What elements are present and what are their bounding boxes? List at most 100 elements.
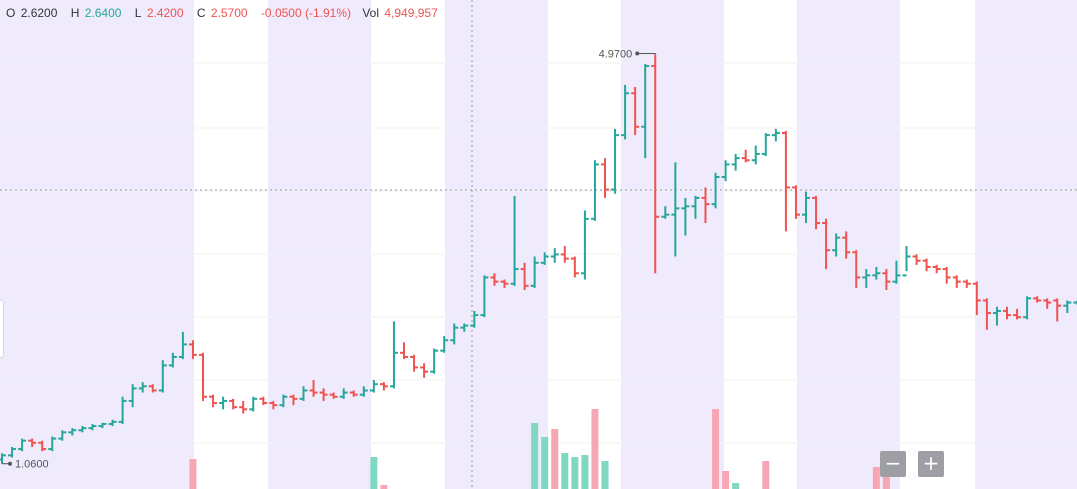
ohlc-bar: [299, 386, 308, 401]
ohlc-bar: [761, 133, 770, 157]
ohlc-bar: [751, 145, 760, 165]
ohlc-bar: [359, 386, 368, 397]
ohlc-bar: [580, 210, 589, 280]
close-value: 2.5700: [210, 6, 248, 20]
ohlc-bar: [972, 281, 981, 316]
ohlc-bar: [430, 348, 439, 374]
max-price-dot: [635, 51, 640, 56]
ohlc-bar: [450, 323, 459, 345]
ohlc-bar: [78, 426, 87, 433]
ohlc-bar: [540, 252, 549, 265]
zoom-in-button[interactable]: +: [918, 451, 944, 477]
ohlc-bar: [68, 428, 77, 436]
ohlc-bar: [560, 246, 569, 263]
ohlc-bar: [671, 162, 680, 257]
max-price-label: 4.9700: [599, 49, 633, 61]
high-label: H: [70, 6, 80, 20]
ohlc-bar: [379, 382, 388, 391]
ohlc-bar: [148, 384, 157, 393]
ohlc-bar: [88, 423, 97, 431]
ohlc-bar: [711, 172, 720, 209]
volume-bar: [872, 467, 880, 489]
ohlc-bar: [440, 336, 449, 353]
ohlc-bar: [38, 440, 47, 452]
ohlc-bar: [289, 394, 298, 406]
ohlc-bar: [721, 160, 730, 182]
ohlc-bar: [802, 191, 810, 224]
ohlc-bar: [259, 396, 268, 406]
ohlc-bar: [590, 160, 599, 221]
low-label: L: [134, 6, 142, 20]
ohlc-bar: [0, 453, 6, 464]
volume-bar: [571, 457, 579, 489]
ohlc-bar: [500, 279, 509, 288]
ohlc-bar: [319, 388, 328, 401]
ohlc-bar: [400, 342, 408, 360]
ohlc-bar: [601, 158, 609, 198]
ohlc-bar: [661, 206, 670, 219]
ohlc-bar: [932, 264, 941, 274]
ohlc-bar: [731, 153, 740, 171]
open-label: O: [6, 6, 16, 20]
ohlc-bar: [902, 246, 911, 277]
ohlc-bar: [791, 185, 800, 219]
ohlc-bar: [982, 298, 991, 330]
ohlc-bar: [18, 438, 27, 452]
volume-bar: [189, 459, 197, 489]
session-band: [445, 0, 548, 489]
ohlc-bars: [0, 54, 1077, 464]
session-band: [0, 0, 93, 489]
volume-bar: [370, 457, 378, 489]
close-label: C: [196, 6, 206, 20]
ohlc-bar: [570, 256, 579, 278]
ohlc-bar: [8, 446, 17, 458]
ohlc-bar: [892, 260, 901, 284]
ohlc-bar: [611, 128, 620, 194]
min-price-label: 1.0600: [15, 459, 49, 471]
ohlc-bar: [460, 323, 469, 332]
price-annotations: 4.9700 1.0600: [2, 49, 656, 471]
ohlc-bar: [470, 310, 479, 328]
ohlc-bar: [621, 84, 630, 140]
side-panel-handle[interactable]: [0, 300, 4, 358]
ohlc-bar: [882, 269, 891, 290]
ohlc-bar: [942, 266, 951, 284]
ohlc-bar: [349, 390, 358, 397]
ohlc-bar: [339, 388, 348, 399]
ohlc-bar: [309, 380, 318, 397]
session-band: [91, 0, 194, 489]
session-band: [268, 0, 371, 489]
ohlc-bar: [701, 187, 710, 224]
ohlc-bar: [520, 262, 529, 290]
volume-bar: [380, 485, 388, 489]
high-value: 2.6400: [84, 6, 122, 20]
ohlc-bar: [1033, 296, 1042, 303]
ohlc-bar: [1063, 300, 1072, 314]
ohlc-legend: O 2.6200 H 2.6400 L 2.4200 C 2.5700 -0.0…: [6, 6, 448, 20]
ohlc-bar: [329, 392, 338, 399]
ohlc-bar: [530, 256, 539, 288]
volume-bar: [712, 409, 720, 489]
volume-label: Vol: [362, 6, 380, 20]
ohlc-bar: [118, 396, 127, 424]
ohlc-bar: [691, 195, 700, 219]
ohlc-bar: [822, 218, 831, 270]
volume-value: 4,949,957: [384, 6, 438, 20]
volume-bar: [531, 423, 539, 489]
zoom-out-button[interactable]: −: [880, 451, 906, 477]
ohlc-bar: [952, 275, 961, 288]
ohlc-bar: [781, 130, 790, 232]
volume-bar: [591, 409, 599, 489]
ohlc-bar: [681, 197, 690, 236]
ohlc-bar: [1053, 298, 1062, 322]
ohlc-bar: [872, 266, 881, 280]
volume-bar: [722, 471, 730, 489]
ohlc-bar: [550, 248, 559, 263]
ohlc-bar: [249, 396, 258, 412]
ohlc-bar: [410, 354, 419, 372]
ohlc-bar: [389, 321, 398, 389]
volume-bar: [882, 473, 890, 489]
